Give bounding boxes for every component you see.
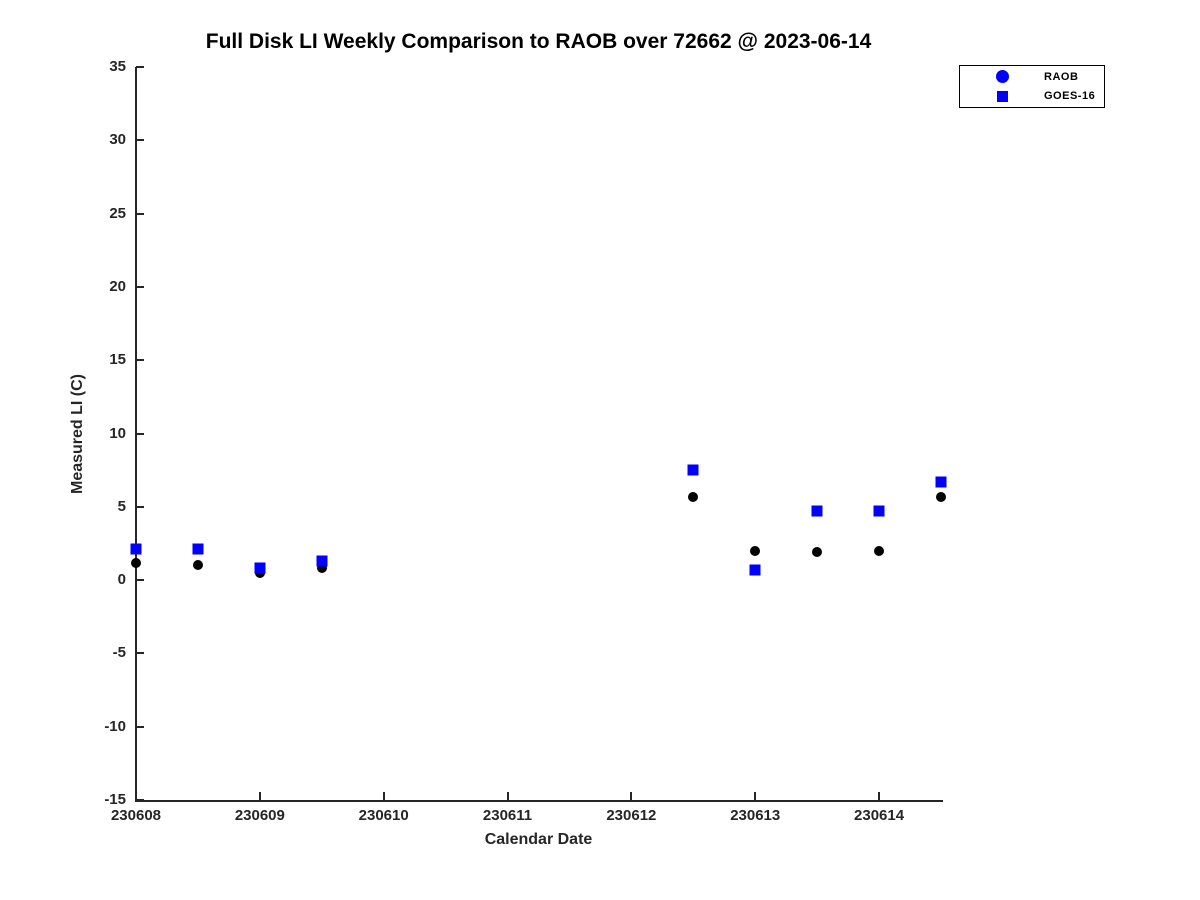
legend-item-raob: RAOB bbox=[960, 68, 1104, 85]
data-point-goes-16 bbox=[811, 505, 823, 517]
data-point-goes-16 bbox=[749, 564, 761, 576]
x-tick-label: 230609 bbox=[234, 807, 285, 824]
y-tick-label: 20 bbox=[109, 277, 126, 295]
x-tick bbox=[382, 792, 385, 800]
y-tick bbox=[136, 359, 144, 362]
data-point-goes-16 bbox=[130, 543, 142, 555]
y-tick-label: -10 bbox=[104, 717, 126, 735]
y-tick bbox=[136, 212, 144, 215]
legend-label-goes-16: GOES-16 bbox=[1044, 90, 1096, 103]
data-point-raob bbox=[131, 557, 141, 568]
y-tick-label: 15 bbox=[109, 351, 126, 369]
y-tick bbox=[136, 285, 144, 288]
y-tick-label: -15 bbox=[104, 791, 126, 808]
y-tick bbox=[136, 799, 144, 801]
data-point-goes-16 bbox=[316, 555, 328, 567]
x-tick bbox=[258, 792, 261, 800]
y-tick bbox=[136, 505, 144, 508]
y-tick-label: 30 bbox=[109, 131, 126, 149]
y-tick bbox=[136, 139, 144, 142]
x-axis-label: Calendar Date bbox=[484, 831, 593, 848]
x-tick bbox=[135, 792, 137, 800]
data-point-goes-16 bbox=[687, 464, 699, 476]
y-tick bbox=[136, 652, 144, 655]
legend-label-raob: RAOB bbox=[1044, 70, 1079, 83]
x-tick bbox=[878, 792, 881, 800]
x-tick-label: 230611 bbox=[482, 807, 533, 824]
y-tick-label: 35 bbox=[109, 58, 126, 75]
x-tick-label: 230608 bbox=[110, 807, 162, 824]
data-point-raob bbox=[750, 545, 761, 556]
data-point-goes-16 bbox=[254, 562, 266, 574]
y-tick bbox=[136, 725, 144, 728]
y-tick-label: 5 bbox=[117, 497, 126, 515]
x-tick bbox=[630, 792, 633, 800]
y-tick-label: 0 bbox=[117, 571, 126, 589]
legend: RAOB GOES-16 bbox=[959, 65, 1105, 108]
data-point-goes-16 bbox=[873, 505, 885, 517]
x-tick bbox=[506, 792, 509, 800]
legend-marker-cell bbox=[960, 70, 1044, 84]
y-tick bbox=[136, 579, 144, 582]
legend-marker-cell bbox=[960, 90, 1044, 102]
data-point-raob bbox=[192, 560, 203, 571]
data-point-raob bbox=[812, 547, 823, 558]
chart-title: Full Disk LI Weekly Comparison to RAOB o… bbox=[205, 30, 872, 53]
x-tick-label: 230613 bbox=[730, 807, 781, 824]
legend-item-goes-16: GOES-16 bbox=[960, 88, 1104, 105]
y-tick-label: -5 bbox=[112, 644, 126, 662]
y-tick-label: 10 bbox=[109, 424, 126, 442]
x-tick bbox=[754, 792, 757, 800]
data-point-raob bbox=[874, 545, 885, 556]
data-point-raob bbox=[936, 491, 946, 502]
x-tick-label: 230612 bbox=[606, 807, 657, 824]
raob-circle-marker-icon bbox=[995, 70, 1009, 84]
x-tick-label: 230610 bbox=[358, 807, 409, 824]
data-point-raob bbox=[316, 563, 327, 574]
x-axis-line bbox=[135, 800, 943, 802]
y-axis-line bbox=[135, 67, 137, 802]
data-point-goes-16 bbox=[192, 543, 204, 555]
data-point-goes-16 bbox=[935, 476, 947, 488]
y-tick-label: 25 bbox=[109, 204, 126, 222]
goes-16-square-marker-icon bbox=[996, 90, 1008, 102]
y-tick bbox=[136, 66, 144, 68]
data-point-raob bbox=[688, 491, 699, 502]
plot-area bbox=[130, 66, 947, 801]
x-tick-label: 230614 bbox=[854, 807, 905, 824]
y-tick bbox=[136, 432, 144, 435]
